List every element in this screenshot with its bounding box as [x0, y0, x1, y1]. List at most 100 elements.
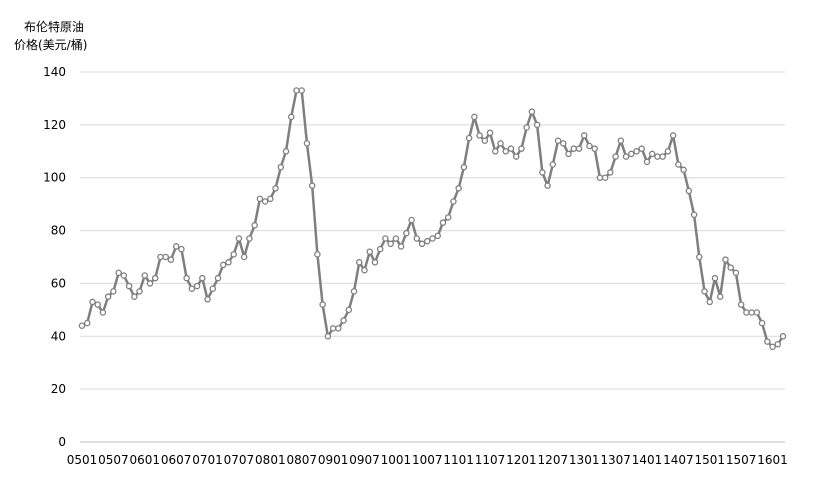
data-point: [225, 259, 232, 266]
data-point: [586, 142, 593, 150]
data-point: [696, 253, 703, 261]
data-point: [314, 251, 321, 258]
data-point: [397, 243, 405, 250]
x-tick-label: 0907: [349, 453, 380, 467]
data-point: [533, 121, 541, 129]
data-point: [141, 272, 149, 279]
data-point: [272, 185, 279, 192]
data-point: [78, 322, 86, 329]
data-point: [633, 148, 640, 155]
data-point: [183, 274, 190, 282]
data-point: [110, 288, 117, 295]
data-point: [685, 187, 693, 195]
y-tick-label: 40: [51, 329, 66, 343]
data-point: [507, 145, 515, 152]
data-point: [387, 240, 394, 248]
data-point: [439, 219, 447, 226]
x-tick-label: 1501: [694, 453, 725, 467]
data-point: [722, 256, 729, 263]
data-point: [340, 317, 347, 324]
data-point: [303, 140, 311, 147]
data-point: [89, 298, 96, 306]
data-point: [361, 266, 368, 274]
data-point: [308, 182, 316, 189]
x-tick-label: 0507: [98, 453, 129, 467]
x-tick-labels: 0501 0507 0601 0607 0701 0707 0801 0807 0901 0907…: [67, 453, 788, 467]
data-point: [146, 280, 154, 287]
data-point: [758, 319, 766, 327]
data-point: [596, 174, 604, 181]
data-point: [716, 293, 724, 300]
data-point: [209, 285, 217, 292]
data-point: [162, 253, 169, 261]
data-point: [476, 132, 483, 139]
data-point: [753, 309, 761, 316]
y-axis-title-line2: 价格(美元/桶): [14, 37, 87, 52]
data-point: [486, 129, 494, 137]
data-point: [465, 134, 473, 142]
data-point: [539, 169, 546, 176]
data-point: [675, 161, 682, 168]
data-point: [460, 163, 468, 171]
x-tick-label: 1107: [475, 453, 506, 467]
data-point: [376, 245, 384, 253]
data-point: [444, 214, 452, 221]
data-point: [157, 253, 164, 261]
data-point: [654, 153, 661, 160]
data-point: [575, 145, 583, 152]
data-point: [136, 288, 143, 295]
data-point: [219, 261, 227, 269]
data-point: [329, 325, 337, 332]
x-tick-label: 1101: [443, 453, 474, 467]
y-tick-labels: 0 20 40 60 80 100 120 140: [43, 65, 66, 449]
data-point: [188, 285, 196, 292]
data-point: [131, 293, 138, 300]
data-point: [350, 288, 358, 295]
data-point: [199, 274, 206, 282]
data-point: [774, 340, 782, 348]
data-point: [601, 174, 609, 181]
data-point: [523, 124, 530, 131]
data-point: [193, 282, 201, 290]
data-point: [277, 163, 285, 171]
data-point: [664, 148, 672, 155]
data-point: [235, 235, 243, 242]
data-point: [413, 235, 421, 242]
data-point: [287, 113, 295, 121]
data-point: [293, 87, 300, 94]
data-point: [104, 293, 112, 300]
y-axis-title-line1: 布伦特原油: [24, 19, 84, 34]
x-tick-label: 1207: [538, 453, 569, 467]
data-point: [643, 158, 651, 166]
data-point: [544, 182, 551, 189]
x-tick-label: 0601: [130, 453, 161, 467]
data-point: [99, 309, 107, 316]
data-point: [565, 150, 572, 158]
data-point: [492, 148, 499, 155]
x-tick-label: 1401: [632, 453, 663, 467]
data-point: [167, 256, 175, 263]
x-tick-label: 0607: [161, 453, 192, 467]
data-point: [125, 282, 133, 290]
data-point: [246, 235, 253, 242]
series-line: [81, 89, 785, 349]
data-point: [591, 145, 598, 152]
data-point: [518, 145, 525, 152]
data-point: [727, 264, 734, 271]
y-tick-label: 140: [43, 65, 66, 79]
data-point: [732, 269, 740, 277]
data-point: [240, 253, 248, 261]
data-point: [251, 222, 258, 229]
x-tick-label: 1307: [600, 453, 631, 467]
data-point: [335, 325, 342, 332]
series-brent-price: [78, 87, 787, 351]
data-point: [392, 235, 400, 242]
data-point: [178, 245, 185, 253]
y-tick-label: 100: [43, 171, 66, 185]
data-point: [748, 309, 755, 316]
data-point: [607, 169, 614, 176]
data-point: [743, 309, 750, 316]
x-tick-label: 1407: [663, 453, 694, 467]
data-point: [450, 198, 457, 205]
x-tick-label: 1507: [726, 453, 757, 467]
